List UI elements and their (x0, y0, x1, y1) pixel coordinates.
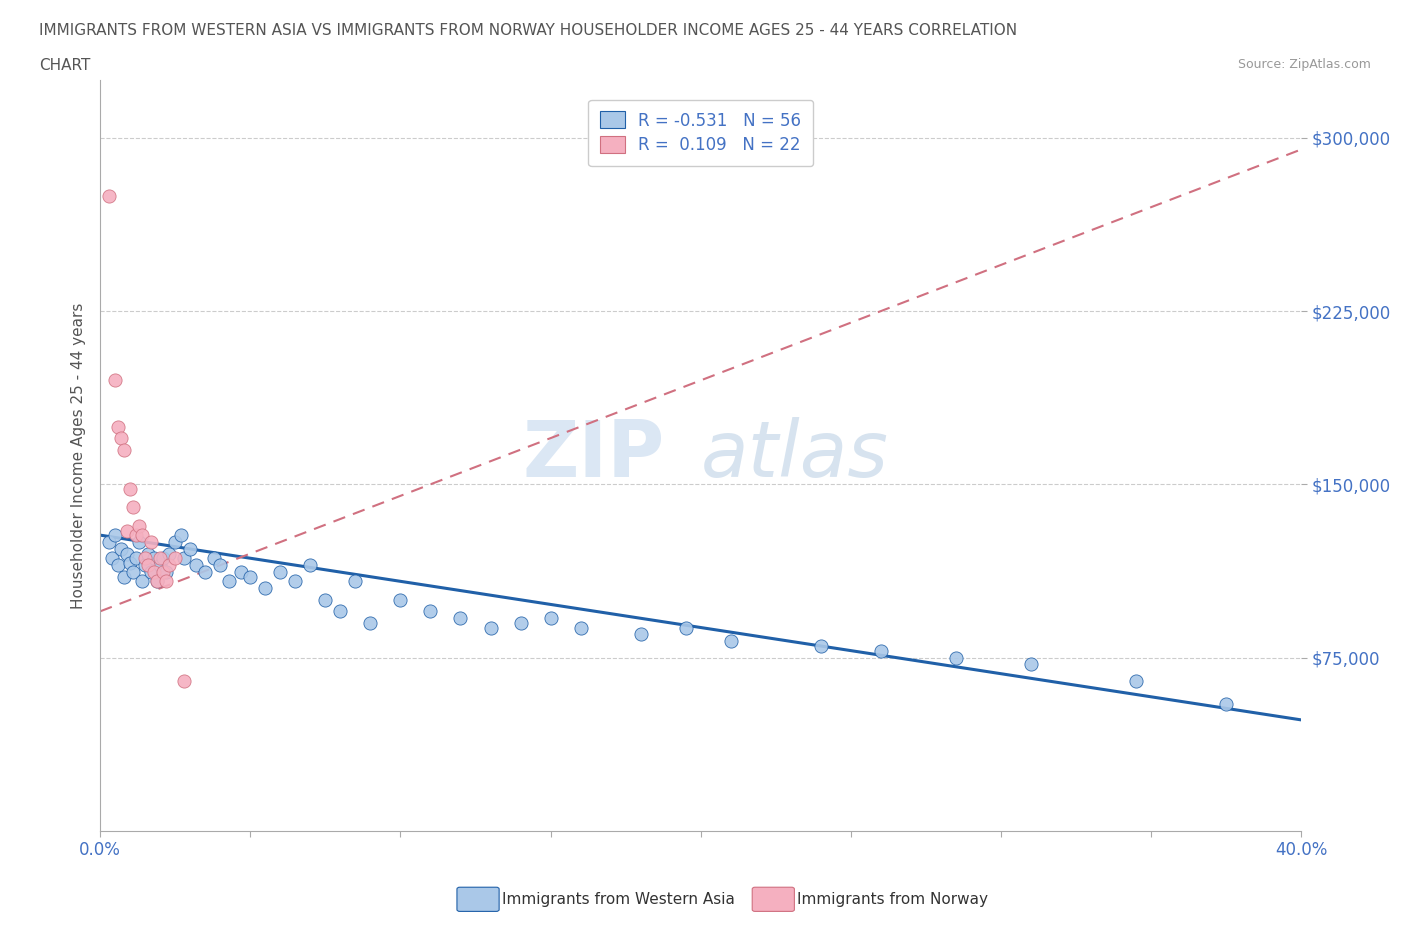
Point (112, 569, 135, 584)
Point (115, 523, 138, 538)
Point (98, 535, 121, 550)
Point (194, 565, 217, 579)
Point (107, 558, 129, 573)
Point (101, 551, 124, 565)
Point (125, 551, 148, 565)
Point (173, 673, 195, 688)
Point (110, 431, 132, 445)
Point (173, 551, 195, 565)
Point (134, 551, 156, 565)
Point (155, 574, 177, 589)
Point (149, 558, 172, 573)
Point (509, 616, 531, 631)
Point (136, 546, 159, 561)
Point (239, 569, 262, 584)
Point (945, 650, 967, 665)
Point (630, 627, 652, 642)
Point (98, 188, 121, 203)
Point (810, 639, 832, 654)
Point (450, 611, 472, 626)
Point (165, 551, 187, 565)
Point (231, 565, 253, 579)
Point (134, 558, 156, 573)
Point (870, 644, 893, 658)
Text: atlas: atlas (700, 418, 889, 494)
Point (128, 518, 150, 533)
Point (141, 565, 163, 579)
Point (141, 535, 163, 550)
Point (152, 565, 174, 579)
Point (218, 574, 240, 589)
Point (344, 574, 367, 589)
Point (128, 535, 150, 550)
Point (104, 373, 127, 388)
Y-axis label: Householder Income Ages 25 - 44 years: Householder Income Ages 25 - 44 years (72, 302, 86, 608)
Point (569, 620, 592, 635)
Point (131, 574, 153, 589)
Point (389, 592, 412, 607)
Point (115, 546, 138, 561)
Point (120, 482, 142, 497)
Point (122, 565, 145, 579)
Point (1215, 697, 1237, 711)
Point (170, 527, 193, 542)
Point (675, 620, 697, 635)
Point (419, 604, 441, 618)
Point (329, 604, 352, 618)
Text: Immigrants from Western Asia: Immigrants from Western Asia (502, 892, 735, 907)
Point (254, 581, 277, 596)
Point (1019, 657, 1042, 671)
Point (479, 620, 502, 635)
Point (107, 419, 129, 434)
Point (152, 551, 174, 565)
Point (179, 541, 201, 556)
Text: CHART: CHART (39, 58, 91, 73)
Point (314, 592, 336, 607)
Legend: R = -0.531   N = 56, R =  0.109   N = 22: R = -0.531 N = 56, R = 0.109 N = 22 (588, 100, 813, 166)
Point (146, 574, 169, 589)
Point (143, 565, 166, 579)
Point (359, 616, 381, 631)
Point (157, 558, 180, 573)
Point (209, 558, 232, 573)
Text: Source: ZipAtlas.com: Source: ZipAtlas.com (1237, 58, 1371, 71)
Point (120, 555, 142, 570)
Point (110, 541, 132, 556)
Point (155, 565, 177, 579)
Text: IMMIGRANTS FROM WESTERN ASIA VS IMMIGRANTS FROM NORWAY HOUSEHOLDER INCOME AGES 2: IMMIGRANTS FROM WESTERN ASIA VS IMMIGRAN… (39, 23, 1018, 38)
Point (540, 611, 562, 626)
Point (146, 574, 169, 589)
Point (186, 558, 208, 573)
Point (1125, 673, 1147, 688)
Point (136, 558, 159, 573)
Point (125, 527, 148, 542)
Point (284, 574, 307, 589)
Point (269, 565, 291, 579)
Point (720, 634, 742, 649)
Point (165, 535, 187, 550)
Point (149, 551, 172, 565)
Point (112, 443, 135, 458)
Point (202, 551, 225, 565)
Point (122, 500, 145, 515)
Point (157, 546, 180, 561)
Point (131, 527, 153, 542)
Text: ZIP: ZIP (523, 418, 665, 494)
Point (143, 551, 166, 565)
Point (104, 527, 127, 542)
Point (299, 558, 322, 573)
Text: Immigrants from Norway: Immigrants from Norway (797, 892, 988, 907)
